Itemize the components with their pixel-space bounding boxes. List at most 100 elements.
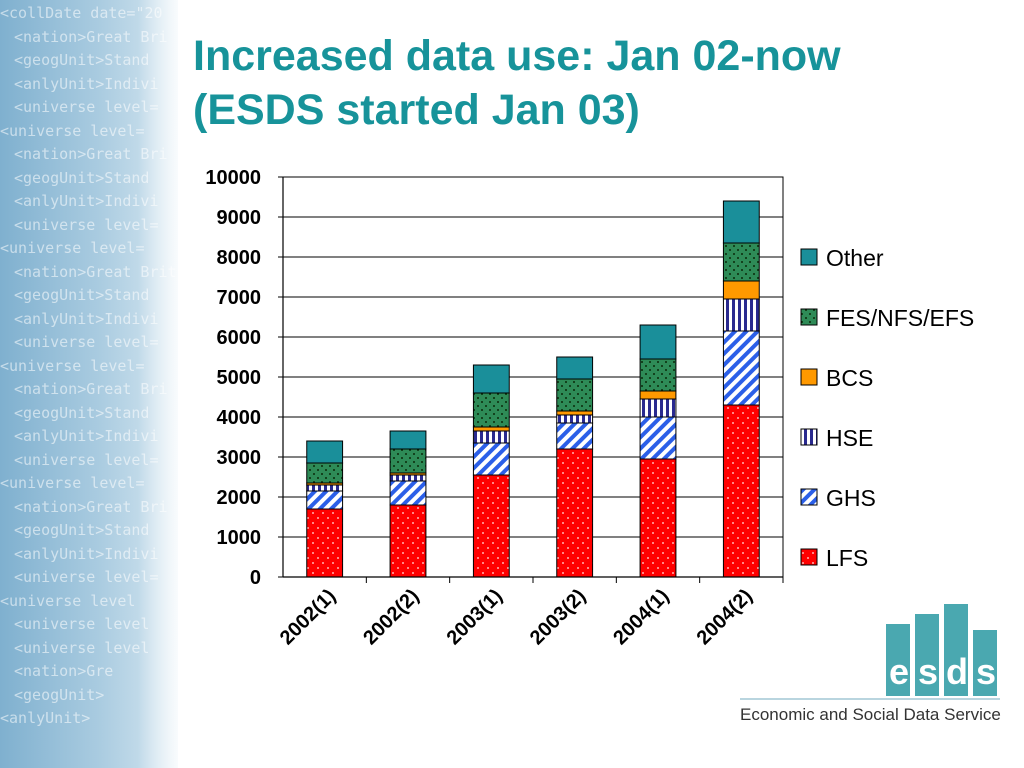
xml-decor-line: <anlyUnit>Indivi — [14, 192, 159, 210]
bar-segment-lfs — [472, 474, 510, 578]
logo-letter: s — [975, 651, 997, 692]
xml-decor-line: <universe level= — [14, 333, 159, 351]
logo-bar — [915, 614, 939, 696]
logo-letter: d — [946, 651, 968, 692]
legend-label: FES/NFS/EFS — [826, 305, 974, 331]
xml-decor-line: <anlyUnit> — [0, 709, 91, 727]
logo-wordmark: e s d s — [886, 652, 1000, 696]
bar-segment-fes-nfs-efs — [472, 392, 510, 428]
xml-decor-line: <universe level — [14, 615, 150, 633]
bar-segment-other — [556, 356, 594, 380]
y-tick-label: 0 — [250, 567, 261, 589]
xml-decor-line: <universe level= — [0, 356, 145, 375]
xml-decor-line: <geogUnit>Stand — [14, 51, 150, 69]
legend-label: Other — [826, 245, 884, 271]
y-tick-label: 2000 — [217, 487, 262, 509]
bar-segment-hse — [389, 474, 427, 482]
legend-swatch-other — [800, 248, 818, 266]
legend-swatch-bcs — [800, 368, 818, 386]
slide-title: Increased data use: Jan 02-now — [193, 32, 841, 80]
xml-decor-line: <nation>Great Bri — [14, 27, 168, 46]
bar-segment-other — [306, 440, 344, 464]
y-tick-label: 1000 — [217, 527, 262, 549]
legend-label: HSE — [826, 425, 873, 451]
xml-decor-line: <universe level= — [14, 98, 159, 116]
xml-decor-line: <nation>Great Bri — [14, 380, 168, 398]
bar-segment-hse — [472, 430, 510, 444]
xml-decor-line: <universe level — [14, 638, 150, 657]
bar-segment-bcs — [722, 280, 760, 300]
bar-segment-fes-nfs-efs — [556, 378, 594, 412]
bar-segment-fes-nfs-efs — [306, 462, 344, 484]
y-tick-label: 3000 — [217, 447, 262, 469]
bar-segment-fes-nfs-efs — [389, 448, 427, 474]
logo-bars — [886, 600, 1000, 696]
bar-segment-other — [639, 324, 677, 360]
xml-decor-line: <nation>Gre — [14, 662, 114, 680]
xml-decor-line: <nation>Great Brit — [14, 262, 177, 281]
y-tick-label: 6000 — [217, 327, 262, 349]
xml-decor-line: <anlyUnit>Indivi — [14, 544, 159, 563]
legend-label: LFS — [826, 545, 868, 571]
bar-segment-other — [472, 364, 510, 394]
y-tick-label: 9000 — [217, 207, 262, 229]
xml-decor-line: <universe level — [0, 591, 136, 610]
bar-segment-ghs — [472, 442, 510, 476]
xml-decor-line: <geogUnit>Stand — [14, 403, 150, 422]
xml-decor-line: <geogUnit>Stand — [14, 521, 150, 539]
xml-decor-line: <universe level= — [14, 215, 159, 234]
bar-segment-lfs — [389, 504, 427, 578]
bar-segment-ghs — [722, 330, 760, 406]
logo-letter: e — [888, 651, 910, 692]
logo-bar — [973, 630, 997, 696]
xml-decor-line: <universe level= — [14, 568, 159, 586]
xml-decor-line: <geogUnit>Stand — [14, 168, 150, 187]
legend-label: BCS — [826, 365, 873, 391]
legend-swatch-fes-nfs-efs — [800, 308, 818, 326]
bar-segment-ghs — [556, 422, 594, 450]
logo-bar — [944, 604, 968, 696]
bar-segment-fes-nfs-efs — [722, 242, 760, 282]
bar-segment-hse — [306, 484, 344, 492]
y-tick-label: 8000 — [217, 247, 262, 269]
y-tick-label: 4000 — [217, 407, 262, 429]
legend-swatch-lfs — [800, 548, 818, 566]
xml-decor-line: <universe level= — [0, 121, 145, 140]
bar-segment-fes-nfs-efs — [639, 358, 677, 392]
x-tick-label: 2003(1) — [443, 585, 507, 649]
x-tick-label: 2002(2) — [359, 585, 423, 649]
bar-segment-bcs — [472, 426, 510, 432]
bar-segment-ghs — [389, 480, 427, 506]
bar-segment-lfs — [639, 458, 677, 578]
xml-decor-line: <universe level= — [0, 239, 145, 257]
legend-swatch-hse — [800, 428, 818, 446]
bar-segment-hse — [639, 398, 677, 418]
y-tick-label: 7000 — [217, 287, 262, 309]
y-tick-label: 5000 — [217, 367, 262, 389]
esds-logo: e s d s Economic and Social Data Service — [740, 600, 1010, 730]
bar-segment-ghs — [639, 416, 677, 460]
xml-decor-line: <geogUnit>Stand — [14, 286, 150, 304]
xml-decor-line: <geogUnit> — [14, 685, 105, 704]
xml-decor-line: <collDate date="20 — [0, 4, 163, 22]
bar-segment-ghs — [306, 490, 344, 510]
y-tick-label: 10000 — [205, 167, 261, 189]
xml-decor-line: <universe level= — [14, 450, 159, 469]
xml-background-decoration: <anlyUnit> <geogUnit> <nation>Gre <universe… — [0, 0, 178, 768]
bar-segment-bcs — [556, 410, 594, 416]
bar-segment-lfs — [306, 508, 344, 578]
logo-tagline: Economic and Social Data Service — [740, 705, 1001, 724]
bar-segment-other — [722, 200, 760, 244]
bar-segment-bcs — [639, 390, 677, 400]
bar-segment-hse — [722, 298, 760, 332]
x-tick-label: 2004(1) — [609, 585, 673, 649]
xml-decor-line: <anlyUnit>Indivi — [14, 309, 159, 328]
legend-label: GHS — [826, 485, 876, 511]
slide-subtitle: (ESDS started Jan 03) — [193, 86, 640, 134]
xml-decor-line: <nation>Great Bri — [14, 497, 168, 516]
xml-decor-line: <universe level= — [0, 474, 145, 492]
decoration-fade — [138, 0, 178, 768]
bar-segment-lfs — [556, 448, 594, 578]
x-tick-label: 2002(1) — [276, 585, 340, 649]
